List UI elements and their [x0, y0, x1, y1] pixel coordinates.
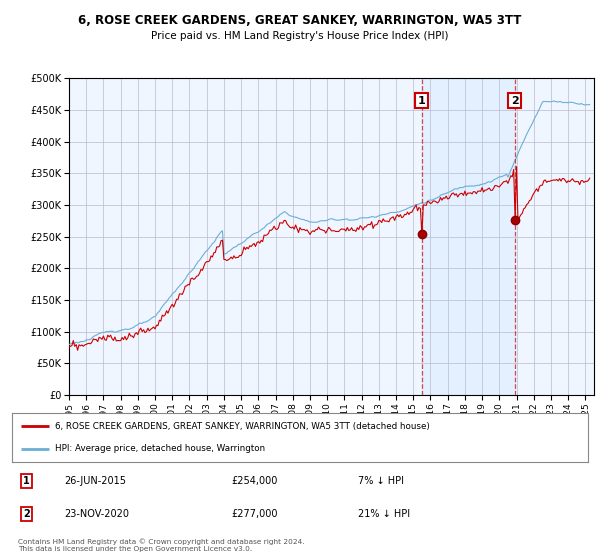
Text: 2: 2: [23, 509, 30, 519]
Text: 1: 1: [23, 476, 30, 486]
Text: £254,000: £254,000: [231, 476, 277, 486]
Text: 1: 1: [418, 96, 425, 105]
Text: £277,000: £277,000: [231, 509, 277, 519]
Text: 6, ROSE CREEK GARDENS, GREAT SANKEY, WARRINGTON, WA5 3TT: 6, ROSE CREEK GARDENS, GREAT SANKEY, WAR…: [79, 14, 521, 27]
Text: 7% ↓ HPI: 7% ↓ HPI: [358, 476, 404, 486]
Text: Contains HM Land Registry data © Crown copyright and database right 2024.
This d: Contains HM Land Registry data © Crown c…: [18, 539, 305, 552]
Text: 21% ↓ HPI: 21% ↓ HPI: [358, 509, 410, 519]
Text: 23-NOV-2020: 23-NOV-2020: [64, 509, 129, 519]
Bar: [422, 78, 515, 395]
Text: 6, ROSE CREEK GARDENS, GREAT SANKEY, WARRINGTON, WA5 3TT (detached house): 6, ROSE CREEK GARDENS, GREAT SANKEY, WAR…: [55, 422, 430, 431]
Text: HPI: Average price, detached house, Warrington: HPI: Average price, detached house, Warr…: [55, 444, 265, 453]
Text: 2: 2: [511, 96, 518, 105]
Text: Price paid vs. HM Land Registry's House Price Index (HPI): Price paid vs. HM Land Registry's House …: [151, 31, 449, 41]
Text: 26-JUN-2015: 26-JUN-2015: [64, 476, 126, 486]
